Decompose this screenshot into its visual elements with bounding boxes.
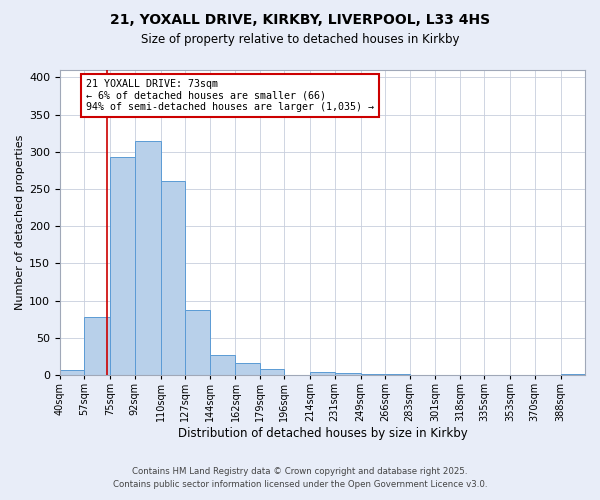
Text: 21 YOXALL DRIVE: 73sqm
← 6% of detached houses are smaller (66)
94% of semi-deta: 21 YOXALL DRIVE: 73sqm ← 6% of detached … (86, 79, 374, 112)
Bar (560, 374, 585, 375)
Bar (361, 374, 385, 375)
Bar (310, 372, 335, 375)
Bar (161, 181, 185, 375)
Text: Size of property relative to detached houses in Kirkby: Size of property relative to detached ho… (141, 32, 459, 46)
Bar (209, 355, 235, 375)
Bar (385, 374, 410, 375)
Bar (260, 369, 284, 375)
Bar (335, 373, 361, 375)
Bar (60, 370, 85, 375)
Bar (85, 317, 110, 375)
Bar (135, 142, 161, 375)
Text: Contains public sector information licensed under the Open Government Licence v3: Contains public sector information licen… (113, 480, 487, 489)
Text: Contains HM Land Registry data © Crown copyright and database right 2025.: Contains HM Land Registry data © Crown c… (132, 467, 468, 476)
Y-axis label: Number of detached properties: Number of detached properties (15, 135, 25, 310)
Text: 21, YOXALL DRIVE, KIRKBY, LIVERPOOL, L33 4HS: 21, YOXALL DRIVE, KIRKBY, LIVERPOOL, L33… (110, 12, 490, 26)
X-axis label: Distribution of detached houses by size in Kirkby: Distribution of detached houses by size … (178, 427, 467, 440)
Bar (235, 363, 260, 375)
Bar (110, 157, 135, 375)
Bar (185, 310, 209, 375)
